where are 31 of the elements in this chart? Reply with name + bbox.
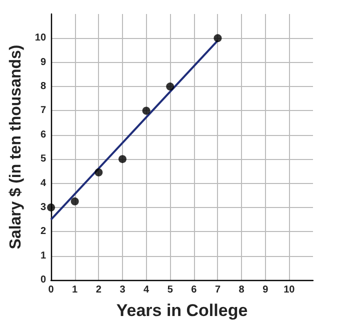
x-tick-label: 3 (120, 284, 126, 296)
point (142, 106, 150, 115)
y-tick-label: 6 (40, 129, 46, 140)
x-tick-label: 4 (144, 284, 150, 296)
y-tick-label: 8 (40, 81, 46, 92)
point (118, 155, 126, 164)
x-axis-title: Years in College (116, 301, 248, 320)
x-tick-label: 9 (262, 284, 269, 296)
y-tick-label: 2 (40, 226, 46, 238)
y-tick-label: 4 (40, 178, 46, 189)
point (47, 203, 56, 212)
point (70, 197, 79, 206)
x-tick-label: 10 (284, 284, 296, 296)
y-tick-label: 7 (40, 105, 46, 116)
point (94, 168, 103, 176)
y-tick-label: 5 (40, 154, 46, 165)
y-tick-label: 9 (40, 56, 46, 68)
y-tick-label: 0 (40, 274, 46, 286)
x-tick-label: 5 (167, 284, 174, 296)
x-tick-label: 8 (238, 284, 245, 296)
y-tick-label: 10 (34, 32, 46, 44)
x-tick-label: 1 (72, 284, 78, 296)
y-tick-label: 3 (40, 202, 46, 213)
x-tick-label: 7 (214, 284, 221, 296)
x-tick-label: 0 (48, 284, 54, 296)
y-tick-label: 1 (40, 250, 46, 262)
y-axis-title: Salary $ (in ten thousands) (8, 44, 24, 250)
point (214, 34, 222, 42)
x-tick-label: 2 (96, 284, 102, 296)
point (166, 82, 174, 91)
x-tick-label: 6 (191, 284, 198, 296)
